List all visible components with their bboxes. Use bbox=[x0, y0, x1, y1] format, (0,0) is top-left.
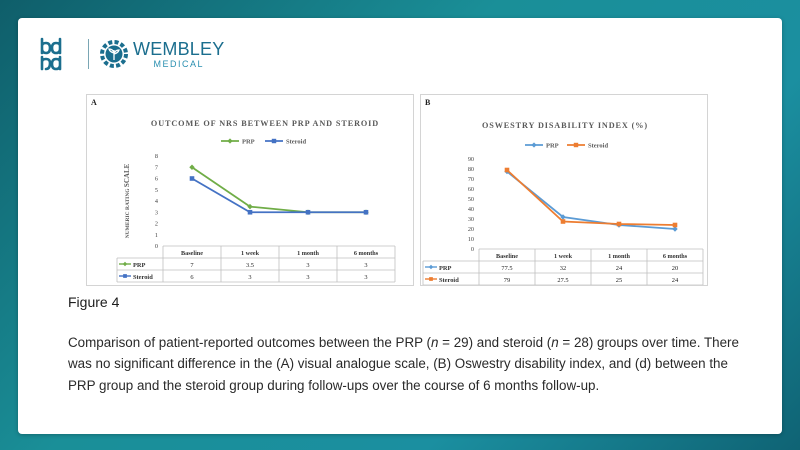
data-point-steroid bbox=[504, 167, 510, 173]
data-label: 6 bbox=[190, 274, 193, 281]
legend-label-prp: PRP bbox=[242, 139, 255, 146]
y-tick-label: 3 bbox=[155, 209, 158, 216]
legend-label-steroid: Steroid bbox=[286, 139, 306, 146]
data-point-steroid bbox=[189, 176, 195, 181]
data-label: 20 bbox=[672, 265, 678, 272]
wembley-sub: MEDICAL bbox=[153, 58, 204, 69]
panel-letter: A bbox=[91, 98, 97, 107]
y-tick-label: 30 bbox=[468, 216, 474, 223]
data-label: 3 bbox=[364, 274, 367, 281]
data-label: 27.5 bbox=[557, 277, 568, 284]
data-label: 24 bbox=[672, 277, 679, 284]
legend-marker-prp bbox=[531, 142, 537, 148]
chart-panel-a: A OUTCOME OF NRS BETWEEN PRP AND STEROID P… bbox=[86, 94, 414, 286]
panel-letter: B bbox=[425, 98, 431, 107]
series-line-steroid bbox=[506, 169, 676, 226]
bd-logo-icon bbox=[40, 37, 62, 71]
legend-marker-steroid bbox=[271, 138, 277, 144]
x-category-label: 1 month bbox=[297, 250, 319, 257]
data-point-prp bbox=[672, 226, 678, 232]
data-point-steroid bbox=[363, 209, 369, 215]
y-tick-label: 40 bbox=[468, 206, 474, 213]
y-tick-label: 2 bbox=[155, 221, 158, 228]
y-tick-label: 80 bbox=[468, 166, 474, 173]
table-key-marker-prp bbox=[428, 264, 434, 270]
series-line-prp bbox=[506, 170, 676, 230]
legend-marker-steroid bbox=[573, 142, 579, 148]
x-category-label: Baseline bbox=[496, 253, 518, 260]
table-key-marker-steroid bbox=[429, 277, 433, 281]
legend-marker-prp bbox=[227, 138, 233, 144]
data-point-steroid bbox=[560, 219, 566, 224]
y-tick-label: 0 bbox=[471, 246, 474, 253]
chart-panel-b: B OSWESTRY DISABILITY INDEX (%) PRP Steroid… bbox=[420, 94, 708, 286]
y-axis-label: NUMERIC RATING SCALE bbox=[123, 163, 131, 238]
data-label: 7 bbox=[190, 262, 194, 269]
x-category-label: 6 months bbox=[354, 250, 379, 257]
x-category-label: Baseline bbox=[181, 250, 203, 257]
odi-chart: B OSWESTRY DISABILITY INDEX (%) PRP Steroid… bbox=[422, 98, 704, 285]
data-point-prp bbox=[560, 214, 566, 220]
table-key-marker-steroid bbox=[123, 274, 127, 278]
table-series-label-prp: PRP bbox=[133, 262, 146, 269]
y-tick-label: 4 bbox=[155, 198, 158, 205]
y-tick-label: 90 bbox=[468, 156, 474, 163]
y-tick-label: 0 bbox=[155, 243, 158, 250]
figure-caption: Comparison of patient-reported outcomes … bbox=[68, 335, 739, 393]
y-tick-label: 8 bbox=[155, 153, 158, 160]
series-line-steroid bbox=[191, 177, 366, 214]
y-tick-label: 60 bbox=[468, 186, 474, 193]
y-tick-label: 7 bbox=[155, 164, 158, 171]
x-category-label: 1 month bbox=[608, 253, 630, 260]
logo-separator bbox=[88, 39, 89, 69]
table-key-marker-prp bbox=[122, 261, 128, 267]
y-tick-label: 1 bbox=[155, 232, 158, 239]
x-category-label: 1 week bbox=[241, 250, 260, 257]
legend-label-steroid: Steroid bbox=[588, 143, 608, 150]
table-series-label-steroid: Steroid bbox=[133, 274, 153, 281]
data-point-steroid bbox=[616, 221, 622, 227]
x-category-label: 6 months bbox=[663, 253, 688, 260]
y-tick-label: 6 bbox=[155, 176, 158, 183]
data-point-steroid bbox=[247, 209, 253, 215]
data-point-steroid bbox=[305, 209, 311, 215]
data-label: 3 bbox=[364, 262, 367, 269]
x-category-label: 1 week bbox=[554, 253, 573, 260]
data-label: 77.5 bbox=[501, 265, 512, 272]
wembley-name: WEMBLEY bbox=[133, 38, 225, 59]
chart-title: OUTCOME OF NRS BETWEEN PRP AND STEROID bbox=[151, 119, 379, 128]
legend-label-prp: PRP bbox=[546, 143, 559, 150]
table-series-label-steroid: Steroid bbox=[439, 277, 459, 284]
gear-plant-icon bbox=[100, 40, 128, 68]
figure-card: WEMBLEY MEDICAL A OUTCOME OF NRS BETWEEN … bbox=[18, 18, 782, 434]
nrs-chart: A OUTCOME OF NRS BETWEEN PRP AND STEROID P… bbox=[91, 98, 396, 283]
series-line-prp bbox=[191, 166, 366, 214]
data-point-steroid bbox=[672, 222, 678, 228]
chart-title: OSWESTRY DISABILITY INDEX (%) bbox=[482, 121, 648, 130]
header-logos: WEMBLEY MEDICAL bbox=[38, 36, 224, 72]
data-label: 25 bbox=[616, 277, 622, 284]
data-label: 3 bbox=[248, 274, 251, 281]
data-point-prp bbox=[247, 203, 253, 210]
figure-title: Figure 4 bbox=[68, 294, 120, 310]
data-label: 3.5 bbox=[246, 262, 254, 269]
wembley-wordmark: WEMBLEY MEDICAL bbox=[133, 40, 224, 69]
data-label: 32 bbox=[560, 265, 566, 272]
data-label: 24 bbox=[616, 265, 623, 272]
y-tick-label: 50 bbox=[468, 196, 474, 203]
data-label: 3 bbox=[306, 262, 309, 269]
data-label: 3 bbox=[306, 274, 309, 281]
data-label: 79 bbox=[504, 277, 510, 284]
y-tick-label: 20 bbox=[468, 226, 474, 233]
table-series-label-prp: PRP bbox=[439, 265, 452, 272]
y-tick-label: 10 bbox=[468, 236, 474, 243]
y-tick-label: 70 bbox=[468, 176, 474, 183]
y-tick-label: 5 bbox=[155, 187, 158, 194]
